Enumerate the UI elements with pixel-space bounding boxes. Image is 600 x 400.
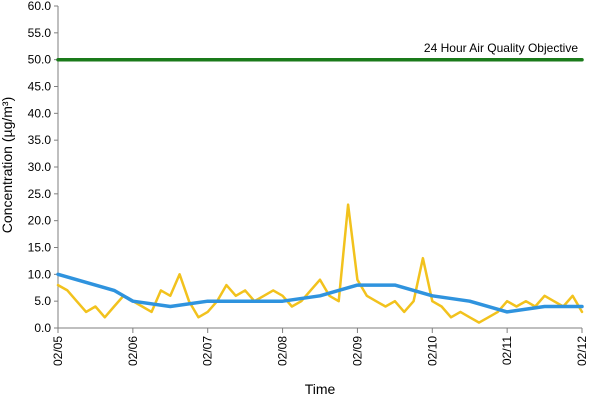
y-axis-title: Concentration (µg/m³) xyxy=(0,97,15,233)
x-tick-label: 02/07 xyxy=(201,336,215,366)
x-axis-title: Time xyxy=(305,381,336,397)
y-tick-label: 55.0 xyxy=(28,26,52,40)
objective-annotation: 24 Hour Air Quality Objective xyxy=(424,41,578,55)
x-axis: 02/05 02/06 02/07 02/08 02/09 02/10 02/11 02/12 xyxy=(51,327,589,366)
y-tick-label: 15.0 xyxy=(28,241,52,255)
y-tick-label: 30.0 xyxy=(28,160,52,174)
y-tick-label: 20.0 xyxy=(28,214,52,228)
y-tick-label: 5.0 xyxy=(34,294,51,308)
y-tick-label: 40.0 xyxy=(28,106,52,120)
x-tick-label: 02/11 xyxy=(500,336,514,365)
y-tick-label: 50.0 xyxy=(28,53,52,67)
y-tick-label: 0.0 xyxy=(34,321,51,335)
y-tick-label: 10.0 xyxy=(28,267,52,281)
x-tick-label: 02/05 xyxy=(51,336,65,366)
y-tick-label: 60.0 xyxy=(28,0,52,13)
y-tick-label: 25.0 xyxy=(28,187,52,201)
y-axis: 0.0 5.0 10.0 15.0 20.0 25.0 30.0 35.0 40.0 45.0 50… xyxy=(28,0,59,335)
x-tick-label: 02/10 xyxy=(425,336,439,366)
y-tick-label: 45.0 xyxy=(28,80,52,94)
x-tick-label: 02/08 xyxy=(276,336,290,366)
series-group xyxy=(56,57,584,324)
x-tick-label: 02/12 xyxy=(575,336,589,366)
y-tick-label: 35.0 xyxy=(28,133,52,147)
x-tick-label: 02/06 xyxy=(126,336,140,366)
hourly-concentration-line xyxy=(56,203,584,324)
x-tick-label: 02/09 xyxy=(350,336,364,366)
